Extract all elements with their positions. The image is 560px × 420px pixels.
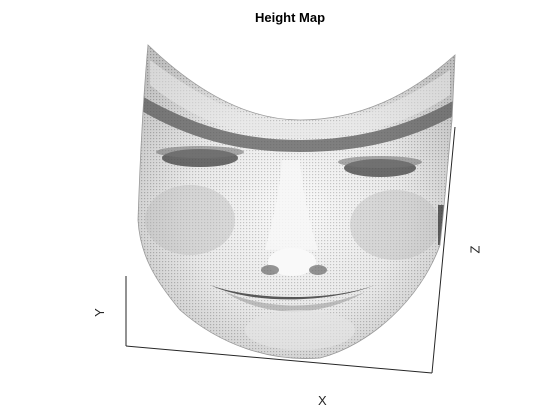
nose-bridge	[265, 160, 318, 250]
left-cheek	[145, 185, 235, 255]
chin	[245, 310, 355, 350]
y-axis-label: Y	[91, 308, 107, 317]
surface-outline	[137, 44, 456, 359]
right-nostril	[309, 265, 327, 275]
brow-ridge	[140, 95, 455, 152]
nose-tip	[268, 248, 316, 276]
mouth	[210, 285, 375, 300]
lower-lip	[225, 292, 365, 312]
chart-title: Height Map	[254, 10, 326, 25]
x-axis-line	[125, 345, 433, 374]
right-eye-lid	[338, 156, 422, 168]
right-cheek	[350, 190, 440, 260]
axes-box	[125, 126, 456, 374]
z-axis-line	[431, 126, 456, 374]
left-eye-lid	[156, 146, 244, 158]
z-axis-label: Z	[467, 245, 483, 254]
height-map-surface	[138, 45, 455, 359]
left-nostril	[261, 265, 279, 275]
x-axis-label: X	[318, 393, 327, 408]
forehead-highlight	[150, 60, 450, 138]
